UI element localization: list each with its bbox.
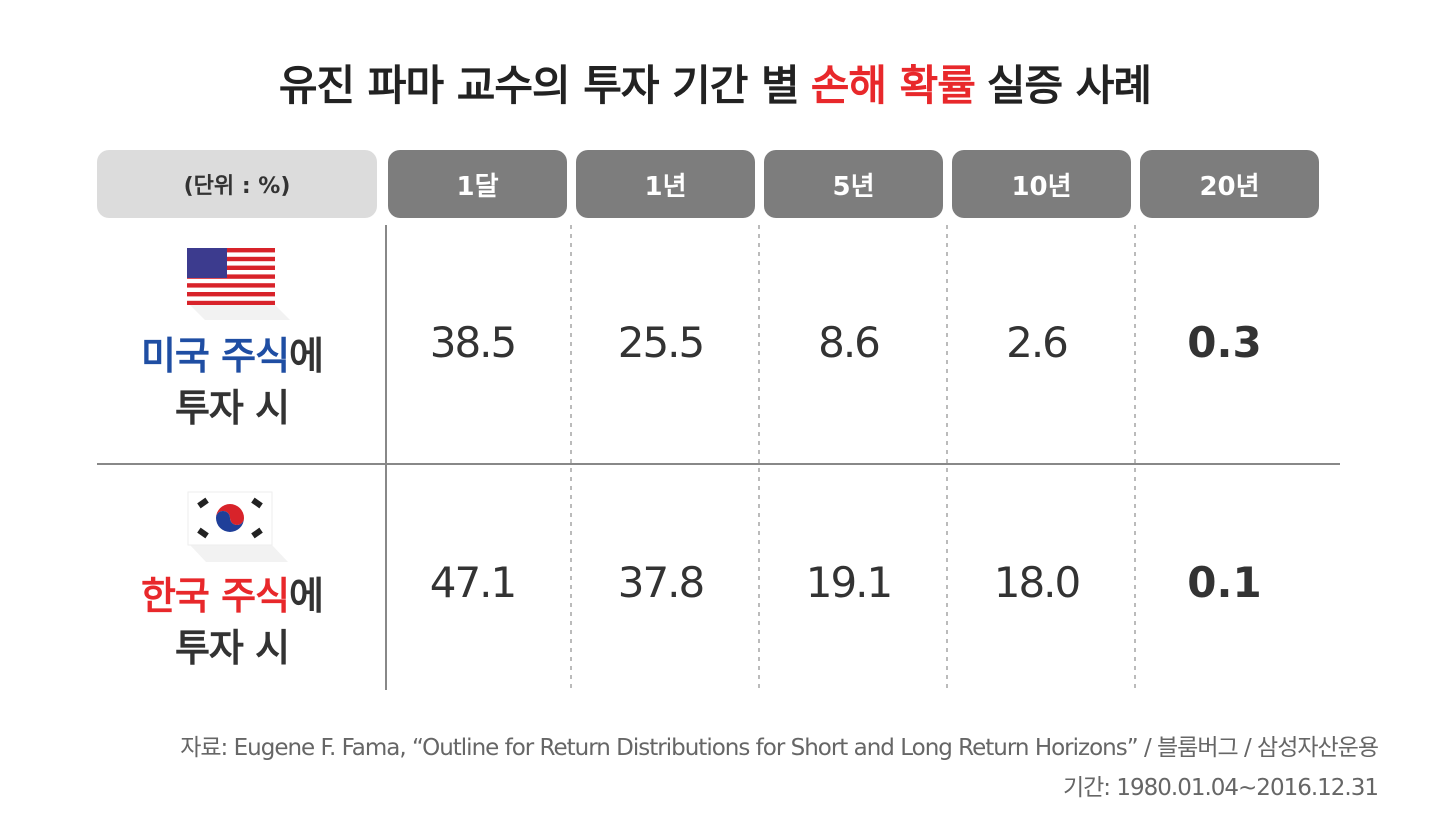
cell-value: 2.6 <box>1006 318 1069 367</box>
title: 유진 파마 교수의 투자 기간 별 손해 확률 실증 사례 <box>0 52 1430 113</box>
row-label-highlight: 미국 주식 <box>140 334 290 378</box>
row-label-line: 한국 주식에 <box>97 570 367 622</box>
column-header: 20년 <box>1140 150 1319 218</box>
column-header: 1년 <box>576 150 755 218</box>
cell-value: 0.3 <box>1187 318 1262 367</box>
row-label: 한국 주식에 투자 시 <box>97 570 367 674</box>
cell-value: 25.5 <box>617 318 706 367</box>
cell-value: 18.0 <box>993 558 1082 607</box>
row-label-line: 투자 시 <box>174 626 290 670</box>
row-label-suffix: 에 <box>289 334 324 378</box>
row-label-line: 투자 시 <box>174 386 290 430</box>
row-label-line: 미국 주식에 <box>97 330 367 382</box>
row-label: 미국 주식에 투자 시 <box>97 330 367 434</box>
cell-value: 8.6 <box>818 318 881 367</box>
column-header: 1달 <box>388 150 567 218</box>
cell-value: 38.5 <box>429 318 518 367</box>
cell-value: 0.1 <box>1187 558 1262 607</box>
period: 기간: 1980.01.04~2016.12.31 <box>1062 775 1379 801</box>
cell-value: 47.1 <box>429 558 518 607</box>
title-highlight: 손해 확률 <box>810 61 976 110</box>
row-label-suffix: 에 <box>289 574 324 618</box>
column-header: 5년 <box>764 150 943 218</box>
title-text: 실증 사례 <box>986 61 1152 110</box>
row-label-highlight: 한국 주식 <box>140 574 290 618</box>
title-text: 유진 파마 교수의 투자 기간 별 <box>278 61 800 110</box>
column-header: 10년 <box>952 150 1131 218</box>
us-flag <box>187 248 290 320</box>
source: 자료: Eugene F. Fama, “Outline for Return … <box>180 735 1379 761</box>
unit-cell: (단위 : %) <box>97 150 377 218</box>
cell-value: 19.1 <box>805 558 894 607</box>
cell-value: 37.8 <box>617 558 706 607</box>
korea-flag <box>187 491 288 562</box>
